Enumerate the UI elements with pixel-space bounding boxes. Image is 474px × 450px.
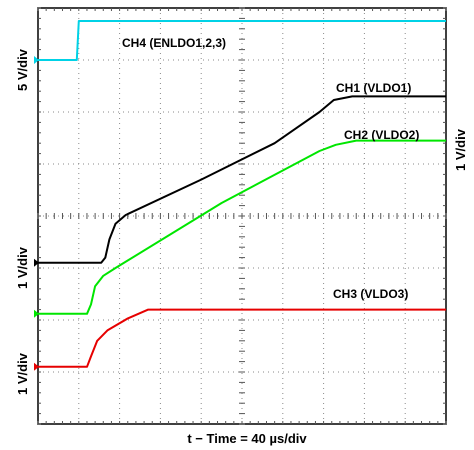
series-label-ch3: CH3 (VLDO3) [333,287,408,301]
y-scale-label-top: 5 V/div [15,48,30,91]
y-scale-label-mid: 1 V/div [15,246,30,289]
series-label-ch1: CH1 (VLDO1) [336,81,411,95]
trace-ch2 [38,139,446,315]
channel-marker [34,362,39,371]
y-scale-label-right: 1 V/div [453,128,468,171]
trace-ch4 [38,20,446,61]
grid [37,7,447,425]
series-label-ch2: CH2 (VLDO2) [344,128,419,142]
traces [38,20,446,368]
y-scale-label-bottom: 1 V/div [15,352,30,395]
trace-ch1 [38,95,446,264]
channel-markers [34,56,39,371]
channel-marker [34,56,39,64]
series-label-ch4: CH4 (ENLDO1,2,3) [122,36,226,50]
channel-marker [34,309,39,318]
trace-ch3 [38,308,446,368]
x-axis-label: t − Time = 40 µs/div [187,431,307,446]
channel-marker [34,258,39,267]
